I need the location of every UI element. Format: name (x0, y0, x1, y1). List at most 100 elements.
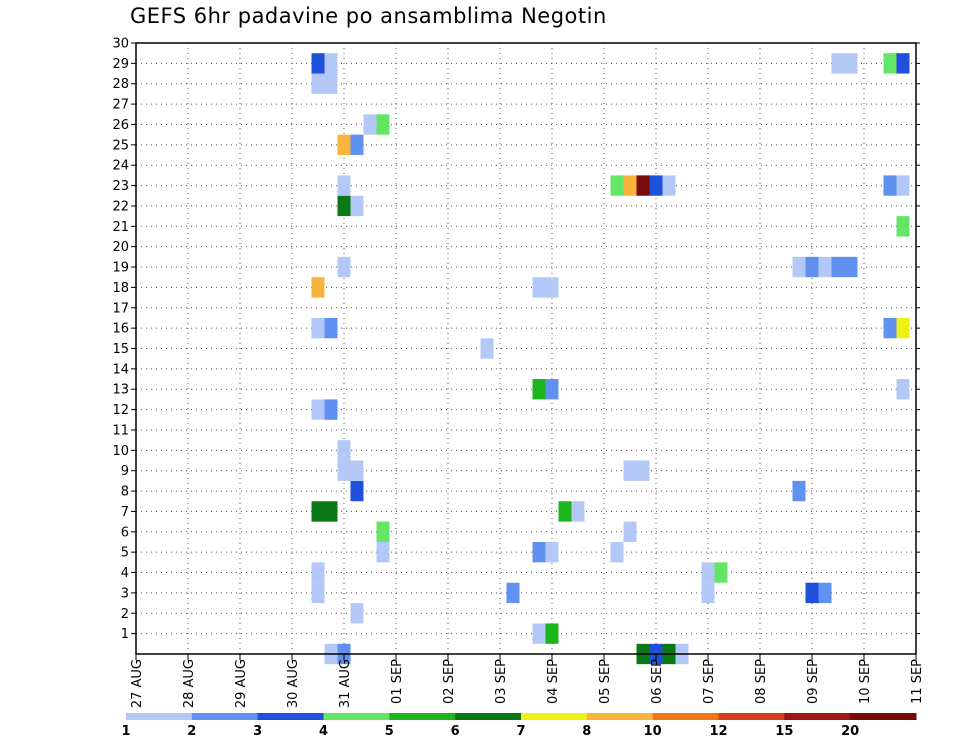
y-tick-label: 12 (112, 403, 129, 418)
chart-title: GEFS 6hr padavine po ansamblima Negotin (130, 4, 607, 28)
heatmap-cell (311, 562, 325, 583)
colorbar-label: 15 (775, 724, 793, 739)
x-tick-label: 03 SEP (494, 659, 509, 704)
y-tick-label: 13 (112, 383, 129, 398)
colorbar-swatch (850, 713, 917, 720)
colorbar-swatch (257, 713, 324, 720)
heatmap-cell (350, 603, 364, 624)
y-tick-label: 27 (112, 98, 129, 113)
heatmap-cell (883, 175, 897, 196)
y-tick-label: 8 (121, 485, 129, 500)
colorbar-label: 4 (319, 724, 328, 739)
y-tick-label: 22 (112, 199, 129, 214)
y-tick-label: 3 (121, 586, 129, 601)
y-tick-label: 10 (112, 444, 129, 459)
heatmap-cell (714, 562, 728, 583)
y-tick-label: 28 (112, 77, 129, 92)
heatmap-cell (545, 623, 559, 644)
heatmap-cell (311, 582, 325, 604)
heatmap-cell (532, 379, 546, 400)
heatmap-cell (311, 317, 325, 339)
heatmap-cell (883, 317, 897, 339)
heatmap-cell (337, 460, 351, 481)
heatmap-cell (701, 562, 715, 583)
heatmap-cell (311, 277, 325, 298)
colorbar-label: 7 (516, 724, 525, 739)
x-tick-label: 10 SEP (858, 659, 873, 704)
heatmap-cell (324, 53, 338, 74)
heatmap-cell (831, 256, 845, 278)
heatmap-cell (311, 399, 325, 420)
colorbar-swatch (389, 713, 456, 720)
colorbar-label: 6 (451, 724, 460, 739)
heatmap-cell (649, 175, 663, 196)
y-tick-label: 7 (121, 505, 129, 520)
heatmap-cell (558, 501, 572, 522)
colorbar-swatch (718, 713, 785, 720)
heatmap-cell (350, 134, 364, 156)
heatmap-cell (324, 317, 338, 339)
heatmap-cell (311, 501, 325, 522)
heatmap-cell (818, 256, 832, 278)
heatmap-cell (896, 379, 910, 400)
heatmap-cell (844, 53, 858, 74)
y-tick-label: 11 (112, 423, 129, 438)
heatmap-cell (532, 623, 546, 644)
heatmap-cell (350, 460, 364, 481)
heatmap-cell (610, 175, 624, 196)
heatmap-cell (337, 256, 351, 278)
y-tick-label: 29 (112, 57, 129, 72)
heatmap-cell (805, 256, 819, 278)
heatmap-cell (350, 480, 364, 502)
heatmap-cell (350, 195, 364, 217)
x-tick-label: 27 AUG (130, 659, 145, 708)
x-tick-label: 06 SEP (650, 659, 665, 704)
y-tick-label: 18 (112, 281, 129, 296)
x-tick-label: 08 SEP (754, 659, 769, 704)
heatmap-cell (896, 317, 910, 339)
x-tick-label: 09 SEP (806, 659, 821, 704)
heatmap-cell (896, 175, 910, 196)
heatmap-cell (896, 53, 910, 74)
heatmap-cell (311, 73, 325, 94)
heatmap-cell (636, 175, 650, 196)
x-tick-label: 29 AUG (234, 659, 249, 708)
heatmap-cell (337, 440, 351, 461)
heatmap-cell (883, 53, 897, 74)
x-tick-label: 28 AUG (182, 659, 197, 708)
y-tick-label: 2 (121, 607, 129, 622)
heatmap-cell (324, 73, 338, 94)
y-tick-label: 21 (112, 220, 129, 235)
heatmap-cell (623, 460, 637, 481)
y-tick-label: 14 (112, 362, 129, 377)
heatmap-cell (610, 541, 624, 563)
y-tick-label: 9 (121, 464, 129, 479)
x-tick-label: 02 SEP (442, 659, 457, 704)
y-tick-label: 1 (121, 627, 129, 642)
heatmap-cell (571, 501, 585, 522)
y-tick-label: 17 (112, 301, 129, 316)
x-tick-label: 31 AUG (338, 659, 353, 708)
y-tick-label: 26 (112, 118, 129, 133)
colorbar-swatch (521, 713, 588, 720)
y-tick-label: 16 (112, 322, 129, 337)
y-tick-label: 4 (121, 566, 129, 581)
heatmap-cell (636, 460, 650, 481)
heatmap-cell (896, 216, 910, 237)
colorbar-label: 8 (582, 724, 591, 739)
colorbar-swatch (586, 713, 654, 720)
colorbar-label: 1 (121, 724, 130, 739)
x-tick-label: 30 AUG (286, 659, 301, 708)
y-tick-label: 19 (112, 261, 129, 276)
heatmap-cell (363, 114, 377, 135)
heatmap-cell (545, 277, 559, 298)
heatmap-cell (480, 338, 494, 359)
y-tick-label: 23 (112, 179, 129, 194)
heatmap-cell (337, 175, 351, 196)
heatmap-cell (532, 277, 546, 298)
heatmap-cell (337, 195, 351, 217)
x-tick-label: 05 SEP (598, 659, 613, 704)
x-tick-label: 07 SEP (702, 659, 717, 704)
y-tick-label: 5 (121, 546, 129, 561)
